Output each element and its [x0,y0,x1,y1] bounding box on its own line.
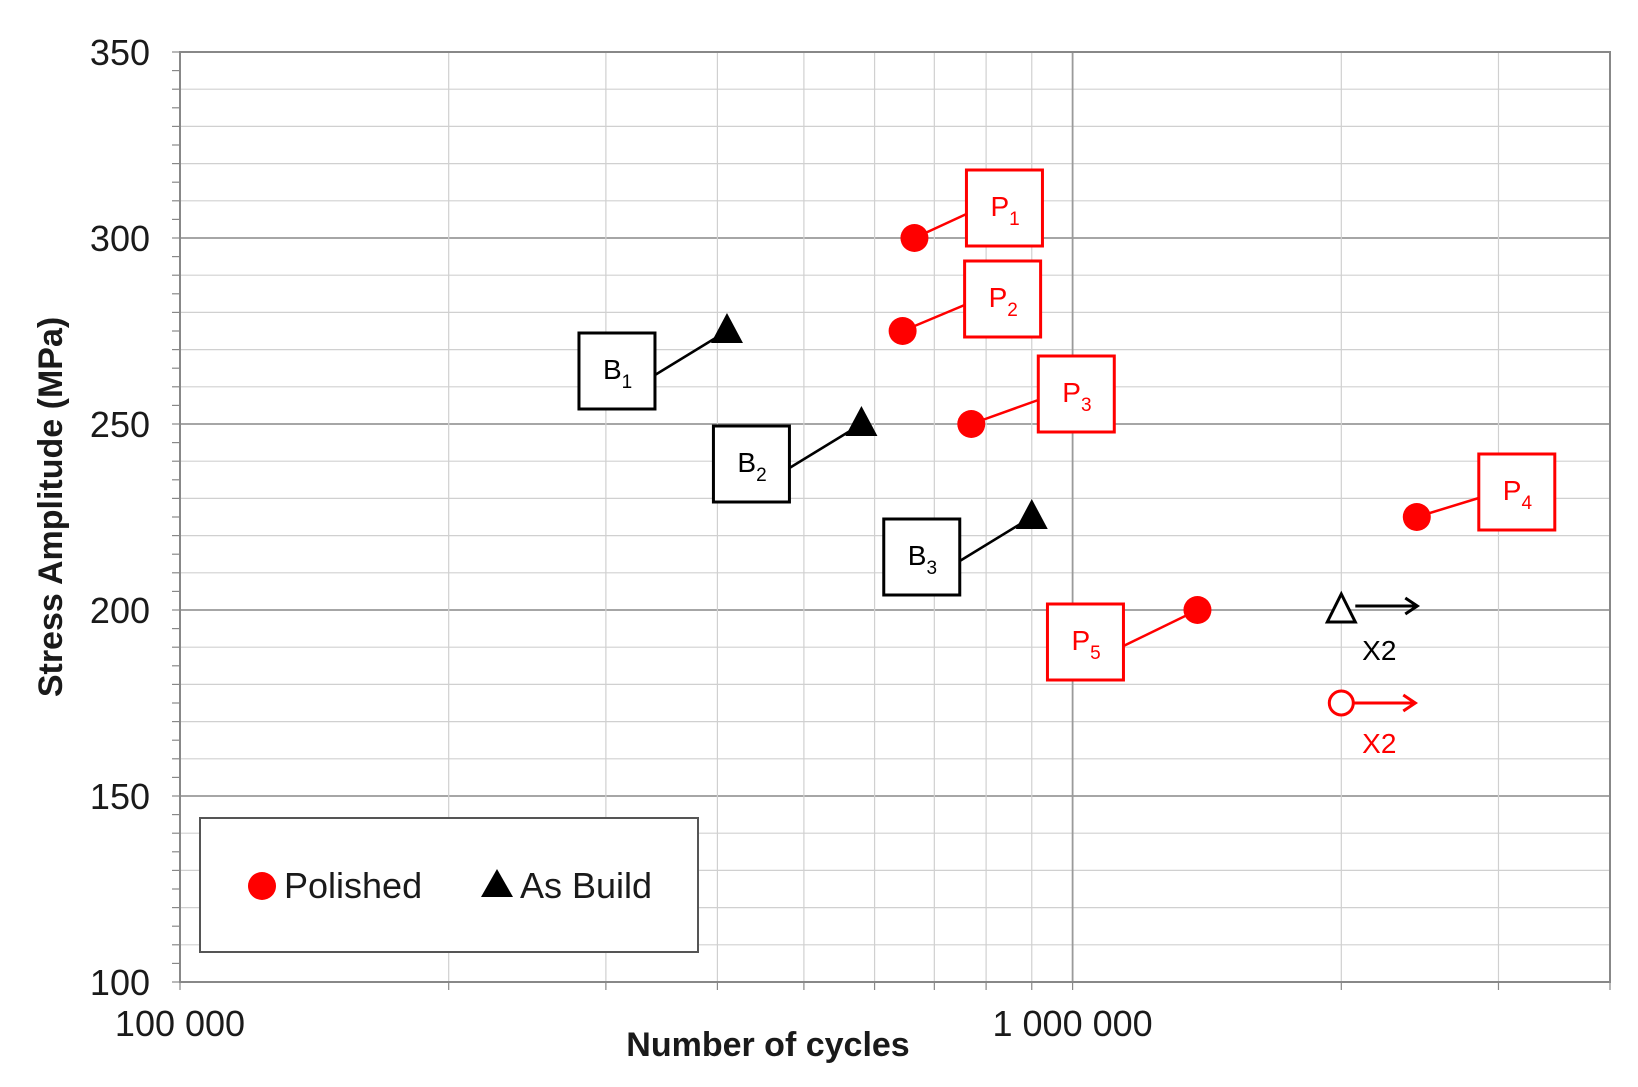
runout-marker-as-build [1324,590,1358,624]
data-points [710,224,1431,624]
x-tick-labels: 100 000 1 000 000 [115,1003,1153,1044]
legend-marker-polished [248,872,276,900]
point-b2 [845,406,878,436]
y-tick-label: 300 [90,218,150,259]
annotation-box [577,331,657,411]
annotation-subscript: 4 [1521,493,1532,514]
annotation-subscript: 5 [1090,643,1101,664]
runout-marker-polished [1327,689,1355,717]
y-tick-label: 150 [90,776,150,817]
runout-markers: X2 X2 [1324,590,1421,759]
annotation-box [882,517,962,597]
annotation-box [963,259,1043,339]
point-p5 [1183,596,1212,624]
y-tick-label: 200 [90,590,150,631]
point-p3 [957,410,986,438]
y-tick-label: 100 [90,962,150,1003]
annotation-subscript: 1 [622,372,633,393]
y-axis-title: Stress Amplitude (MPa) [32,317,70,697]
legend: Polished As Build [199,817,699,953]
runout-label: X2 [1362,635,1396,666]
legend-box [199,817,699,953]
y-tick-labels: 100 150 200 250 300 350 [90,32,150,1003]
point-b1 [710,313,743,343]
point-b3 [1015,499,1048,529]
y-tick-label: 250 [90,404,150,445]
runout-arrowhead [1402,693,1419,713]
legend-label-as-build: As Build [520,865,652,906]
point-p1 [900,224,929,252]
annotation-subscript: 2 [1007,300,1018,321]
y-tick-label: 350 [90,32,150,73]
annotation-subscript: 1 [1009,209,1020,230]
x-tick-label: 1 000 000 [993,1003,1153,1044]
plot-area-frame [179,51,1611,983]
runout-arrowhead [1404,596,1421,616]
annotation-box [1477,452,1557,532]
annotation-box [1045,602,1125,682]
annotation-box [711,424,791,504]
annotation-box [964,168,1044,248]
annotation-box [1036,354,1116,434]
x-axis-title: Number of cycles [626,1026,909,1064]
annotation-subscript: 3 [1081,395,1092,416]
legend-marker-as-build [481,869,513,897]
point-p2 [888,317,917,345]
x-tick-label: 100 000 [115,1003,245,1044]
legend-label-polished: Polished [284,865,422,906]
annotation-subscript: 3 [926,558,937,579]
annotation-subscript: 2 [756,465,767,486]
point-p4 [1402,503,1431,531]
runout-label: X2 [1362,728,1396,759]
